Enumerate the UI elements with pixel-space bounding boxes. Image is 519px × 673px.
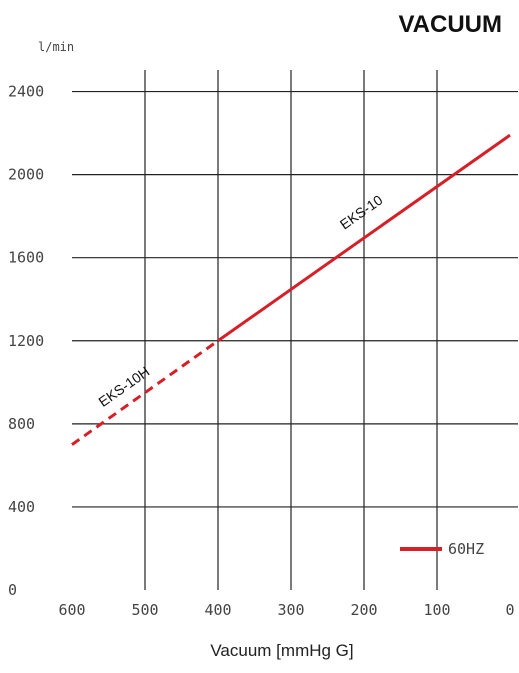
y-tick-label-0: 0: [8, 581, 17, 599]
series-lines: [71, 133, 511, 446]
x-tick-label-100: 100: [423, 601, 450, 619]
x-tick-label-300: 300: [277, 601, 304, 619]
x-tick-label-0: 0: [505, 601, 514, 619]
y-tick-label-1600: 1600: [8, 249, 44, 267]
y-tick-label-800: 800: [8, 415, 35, 433]
y-axis-unit: l/min: [38, 40, 74, 54]
x-tick-label-400: 400: [204, 601, 231, 619]
legend-label-60hz: 60HZ: [448, 540, 484, 558]
x-tick-label-600: 600: [58, 601, 85, 619]
series-line-solid: [217, 133, 511, 342]
legend: 60HZ: [400, 540, 484, 558]
curve-label-1: EKS-10H: [95, 363, 152, 410]
x-tick-label-200: 200: [350, 601, 377, 619]
y-tick-label-2000: 2000: [8, 166, 44, 184]
axis-ticks: 0 400 800 1200 1600 2000 2400 600 500 400 300 200 10…: [8, 83, 515, 619]
chart-title: VACUUM: [398, 11, 502, 38]
y-tick-label-1200: 1200: [8, 332, 44, 350]
grid-gap-patch: [146, 341, 217, 423]
grid-lines: [72, 70, 518, 590]
x-axis-label: Vacuum [mmHg G]: [210, 641, 353, 660]
y-tick-label-400: 400: [8, 498, 35, 516]
x-tick-label-500: 500: [131, 601, 158, 619]
y-tick-label-2400: 2400: [8, 83, 44, 101]
